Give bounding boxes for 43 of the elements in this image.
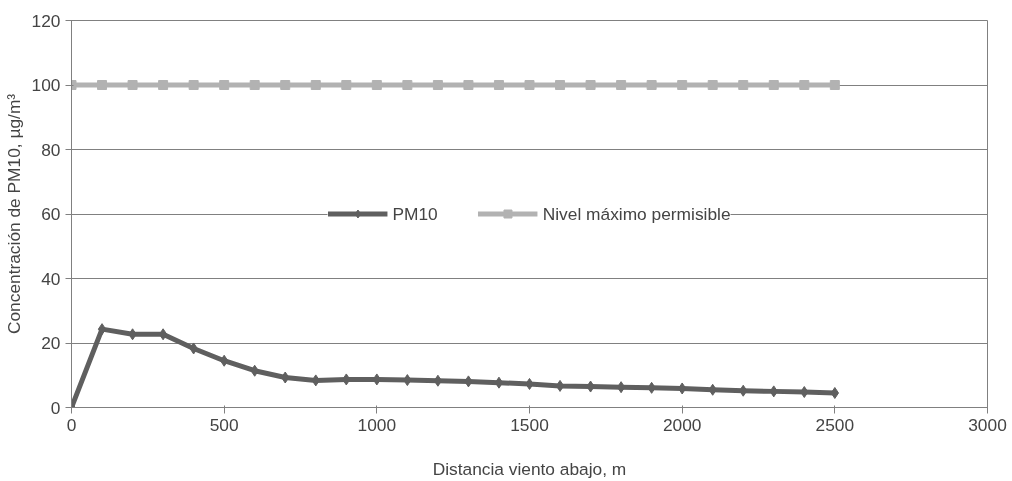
- point: [493, 80, 504, 90]
- y-tick-label: 120: [31, 10, 61, 31]
- x-axis-title: Distancia viento abajo, m: [432, 458, 627, 479]
- point: [127, 80, 138, 90]
- legend-label: Nivel máximo permisible: [542, 203, 731, 224]
- point: [341, 80, 352, 90]
- legend-label: PM10: [392, 203, 438, 224]
- point: [371, 80, 382, 90]
- y-tick-label: 40: [41, 268, 61, 289]
- point: [646, 80, 657, 90]
- point: [249, 80, 260, 90]
- point: [738, 80, 749, 90]
- y-axis-title: Concentración de PM10, µg/m³: [3, 93, 24, 335]
- y-tick-label: 20: [41, 333, 61, 353]
- point: [432, 80, 443, 90]
- y-tick-label: 80: [41, 139, 61, 160]
- point: [585, 80, 596, 90]
- y-tick-label: 100: [31, 75, 61, 95]
- point: [280, 80, 291, 90]
- x-tick-label: 2000: [662, 414, 702, 435]
- point: [188, 80, 199, 90]
- x-tick-label: 1500: [510, 414, 549, 435]
- point: [799, 80, 810, 90]
- point: [402, 80, 413, 90]
- point: [555, 80, 566, 90]
- point: [768, 80, 779, 90]
- point: [219, 80, 230, 90]
- y-tick-label: 0: [50, 397, 61, 418]
- y-tick-label: 60: [41, 204, 61, 224]
- x-tick-label: 0: [66, 414, 77, 435]
- point: [158, 80, 169, 90]
- point: [524, 80, 535, 90]
- x-tick-label: 2500: [815, 414, 855, 435]
- point: [829, 80, 840, 90]
- point: [707, 80, 718, 90]
- point: [616, 80, 627, 90]
- x-tick-label: 3000: [968, 414, 1007, 435]
- point: [310, 80, 321, 90]
- x-tick-label: 500: [209, 414, 239, 435]
- point: [97, 80, 108, 90]
- point: [677, 80, 688, 90]
- x-tick-label: 1000: [357, 414, 397, 435]
- point: [463, 80, 474, 90]
